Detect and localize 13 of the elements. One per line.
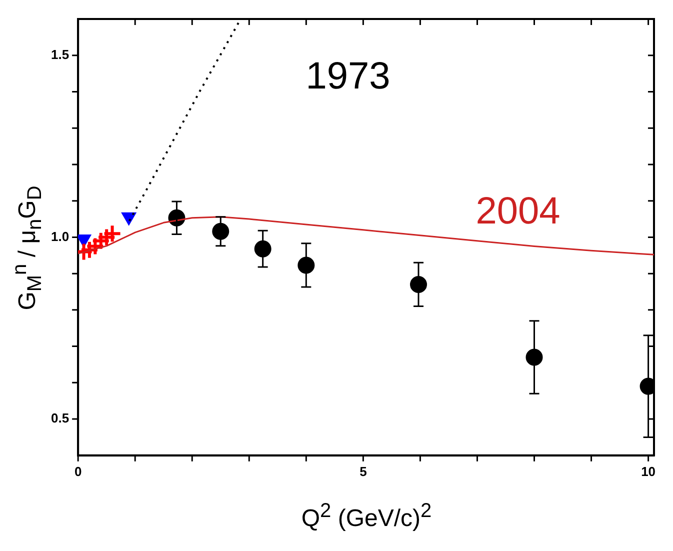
annotation: 2004	[476, 190, 560, 232]
point	[102, 224, 122, 244]
point	[86, 236, 105, 256]
x-tick-label: 5	[360, 464, 367, 479]
y-tick-label: 0.5	[50, 410, 70, 426]
y-tick-label: 1.5	[50, 46, 70, 62]
x-tick-label: 10	[641, 464, 656, 479]
x-tick-label: 0	[74, 464, 82, 479]
x-axis-title: Q$^{2}$ (GeV/c)$^{2}$	[300, 500, 433, 533]
point	[91, 231, 110, 250]
y-tick-label: 1.0	[50, 228, 70, 244]
point	[97, 228, 116, 247]
annotation: 1973	[306, 55, 390, 98]
